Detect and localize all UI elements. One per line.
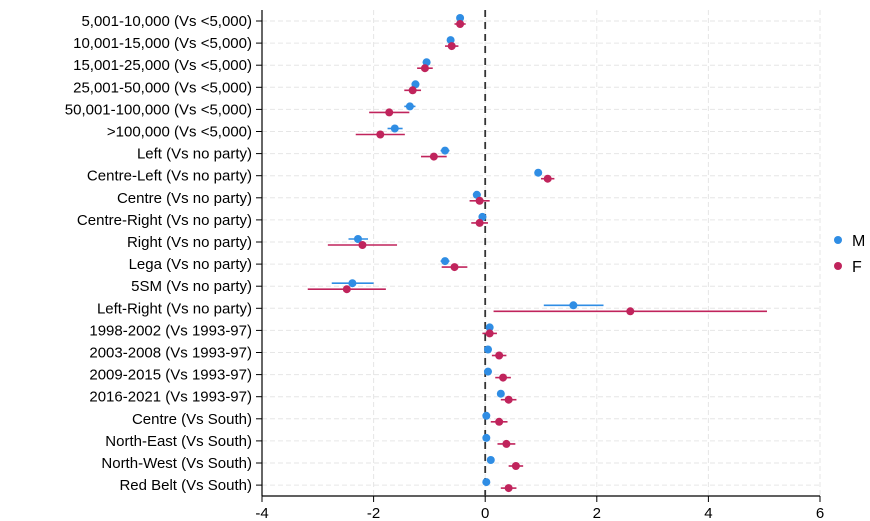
grid-lines [261,10,821,496]
y-axis-labels: 5,001-10,000 (Vs <5,000) 10,001-15,000 (V… [65,13,262,494]
point-m [485,323,494,332]
point-f [456,20,465,28]
plot-marks [307,14,767,493]
point-m [483,345,492,354]
point-f [504,484,513,493]
point-f [495,417,504,426]
point-f [543,174,552,183]
point-f [429,152,438,161]
y-tick-label: 50,001-100,000 (Vs <5,000) [65,101,252,118]
y-tick-label: Lega (Vs no party) [129,256,252,273]
point-m [441,257,450,266]
y-tick-label: 1998-2002 (Vs 1993-97) [89,322,252,339]
axes [261,10,820,497]
point-f [504,395,513,404]
y-tick-label: Centre-Right (Vs no party) [77,212,252,229]
point-m [411,80,420,89]
x-tick-label: -2 [367,505,380,521]
y-tick-label: Centre (Vs South) [132,411,252,428]
x-tick-label: 6 [816,505,824,521]
point-m [348,279,357,288]
legend-marker-m [834,236,842,244]
point-f [342,285,351,294]
point-m [446,36,455,45]
point-m [534,168,543,177]
point-f [358,241,367,249]
y-tick-label: 5,001-10,000 (Vs <5,000) [81,13,252,30]
point-f [626,307,635,316]
point-f [475,196,484,205]
point-f [408,86,417,95]
legend: MF [834,233,865,276]
point-m [405,102,414,111]
y-tick-label: 2003-2008 (Vs 1993-97) [89,345,252,362]
y-tick-label: Right (Vs no party) [127,234,252,251]
legend-label-m: M [852,233,865,250]
y-tick-label: 25,001-50,000 (Vs <5,000) [73,79,252,96]
y-tick-label: >100,000 (Vs <5,000) [107,124,252,141]
y-tick-label: Centre-Left (Vs no party) [87,168,252,185]
point-m [422,58,431,67]
point-m [483,367,492,376]
point-m [478,212,487,221]
point-m [496,389,505,398]
point-m [472,190,481,199]
y-tick-label: 15,001-25,000 (Vs <5,000) [73,57,252,74]
point-f [447,42,456,51]
point-f [511,462,520,470]
point-f [475,218,484,227]
y-tick-label: North-West (Vs South) [101,455,252,472]
y-tick-label: North-East (Vs South) [105,433,252,450]
point-m [486,456,495,464]
x-tick-label: 2 [593,505,601,521]
y-tick-label: Left-Right (Vs no party) [97,300,252,317]
point-f [376,130,385,139]
point-m [456,14,465,22]
y-tick-label: Red Belt (Vs South) [119,477,252,494]
y-tick-label: 5SM (Vs no party) [131,278,252,295]
y-tick-label: Left (Vs no party) [137,146,252,163]
point-m [569,301,578,310]
point-m [441,146,450,155]
y-tick-label: 2016-2021 (Vs 1993-97) [89,389,252,406]
legend-label-f: F [852,259,862,276]
y-tick-label: Centre (Vs no party) [117,190,252,207]
point-m [390,124,399,133]
point-m [353,235,362,243]
point-m [482,433,491,442]
point-f [420,64,429,73]
x-axis-ticks: -4 -2 0 2 4 6 [255,496,824,521]
point-f [385,108,394,117]
x-tick-label: 0 [481,505,489,521]
point-f [499,373,508,382]
point-f [495,351,504,360]
x-tick-label: 4 [704,505,712,521]
point-f [502,439,511,448]
legend-marker-f [834,262,842,270]
y-tick-label: 2009-2015 (Vs 1993-97) [89,367,252,384]
point-m [482,411,491,420]
point-f [450,263,459,272]
y-tick-label: 10,001-15,000 (Vs <5,000) [73,35,252,52]
x-tick-label: -4 [255,505,268,521]
point-f [485,329,494,338]
point-m [482,478,491,487]
